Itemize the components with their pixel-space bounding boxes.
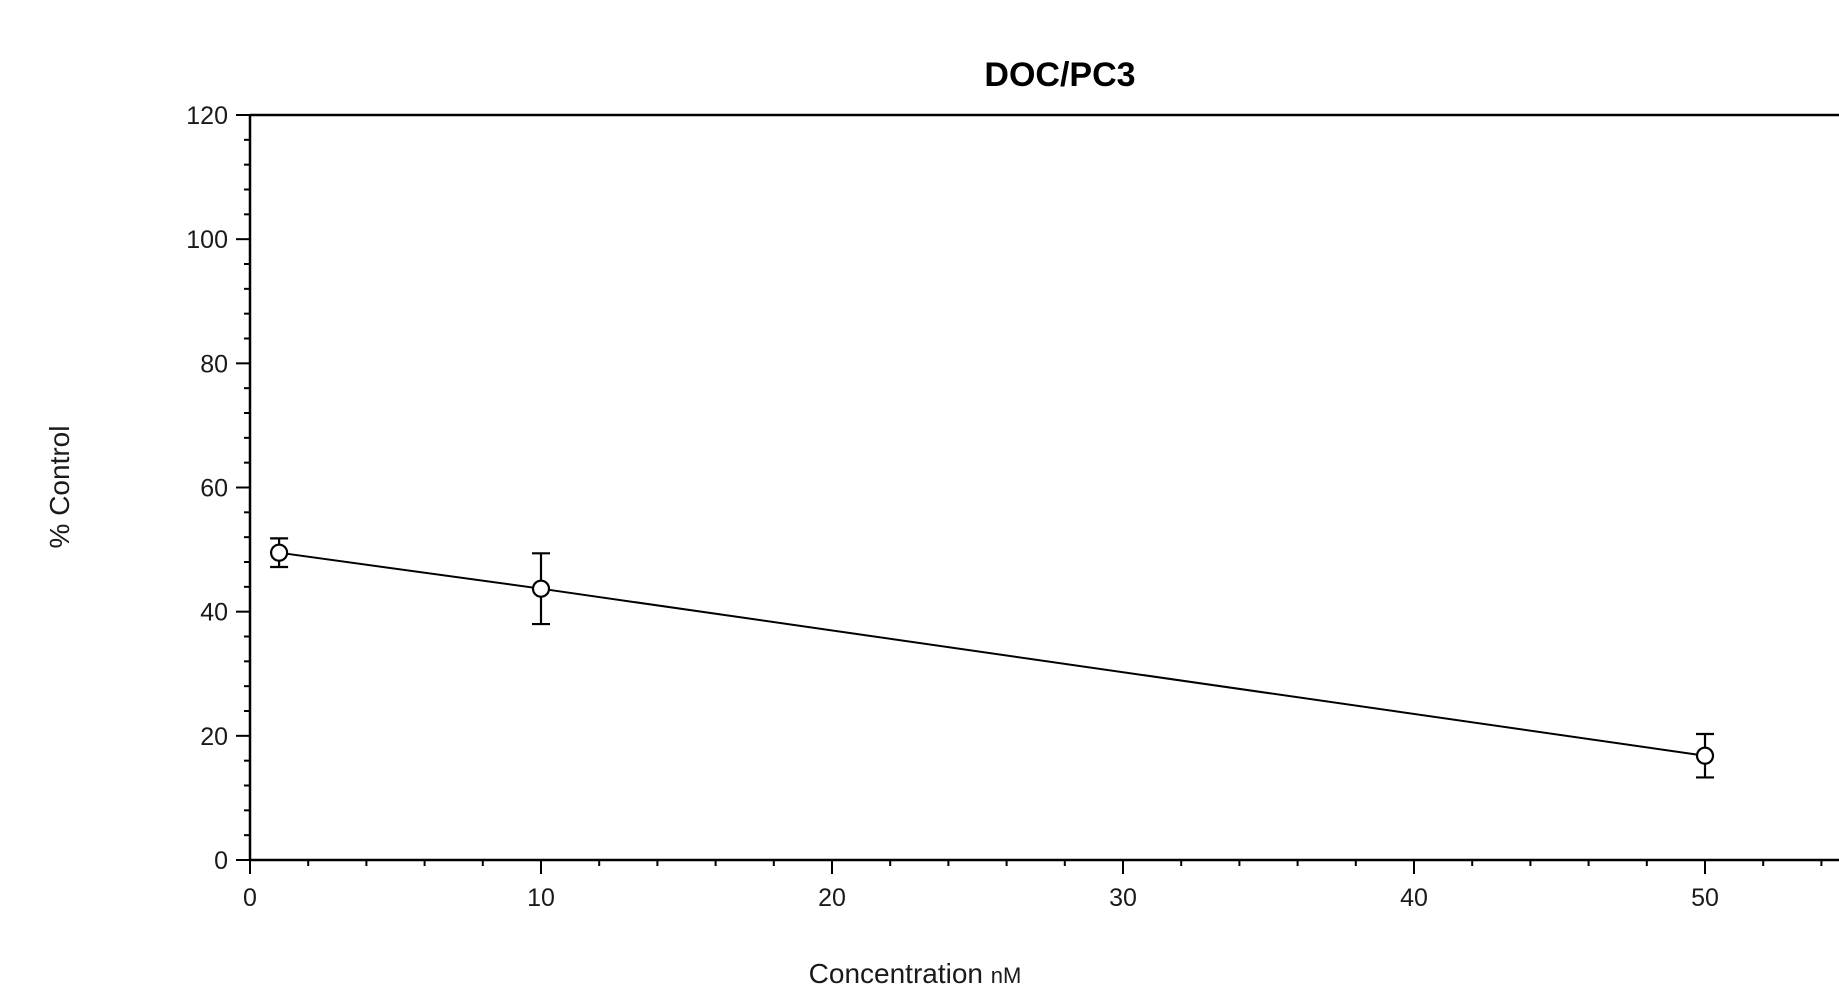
x-tick-label: 40 xyxy=(1400,884,1428,912)
series-line xyxy=(278,551,1706,757)
x-tick-label: 50 xyxy=(1691,884,1719,912)
y-tick-label: 20 xyxy=(200,723,228,751)
x-tick-label: 10 xyxy=(527,884,555,912)
y-tick-label: 0 xyxy=(214,847,228,875)
data-point xyxy=(531,579,551,598)
data-point xyxy=(1695,746,1715,765)
chart-title: DOC/PC3 xyxy=(984,56,1135,94)
x-ticks: 0 10 20 30 40 50 xyxy=(243,860,1823,912)
x-axis-label: Concentration nM xyxy=(809,958,1022,985)
x-axis-label-text: Concentration xyxy=(809,958,983,985)
y-axis-label: % Control xyxy=(44,426,75,549)
x-axis-unit: nM xyxy=(991,963,1022,985)
y-ticks: 0 20 40 60 80 100 120 xyxy=(186,102,250,875)
x-tick-label: 0 xyxy=(243,884,257,912)
series-layer xyxy=(270,537,1715,779)
y-tick-label: 80 xyxy=(200,350,228,378)
plot-frame xyxy=(248,113,1839,862)
y-tick-label: 40 xyxy=(200,599,228,627)
y-tick-label: 100 xyxy=(186,226,228,254)
x-tick-label: 20 xyxy=(818,884,846,912)
data-point xyxy=(270,543,289,562)
x-tick-label: 30 xyxy=(1109,884,1137,912)
y-tick-label: 120 xyxy=(186,102,228,130)
y-tick-label: 60 xyxy=(200,475,228,503)
